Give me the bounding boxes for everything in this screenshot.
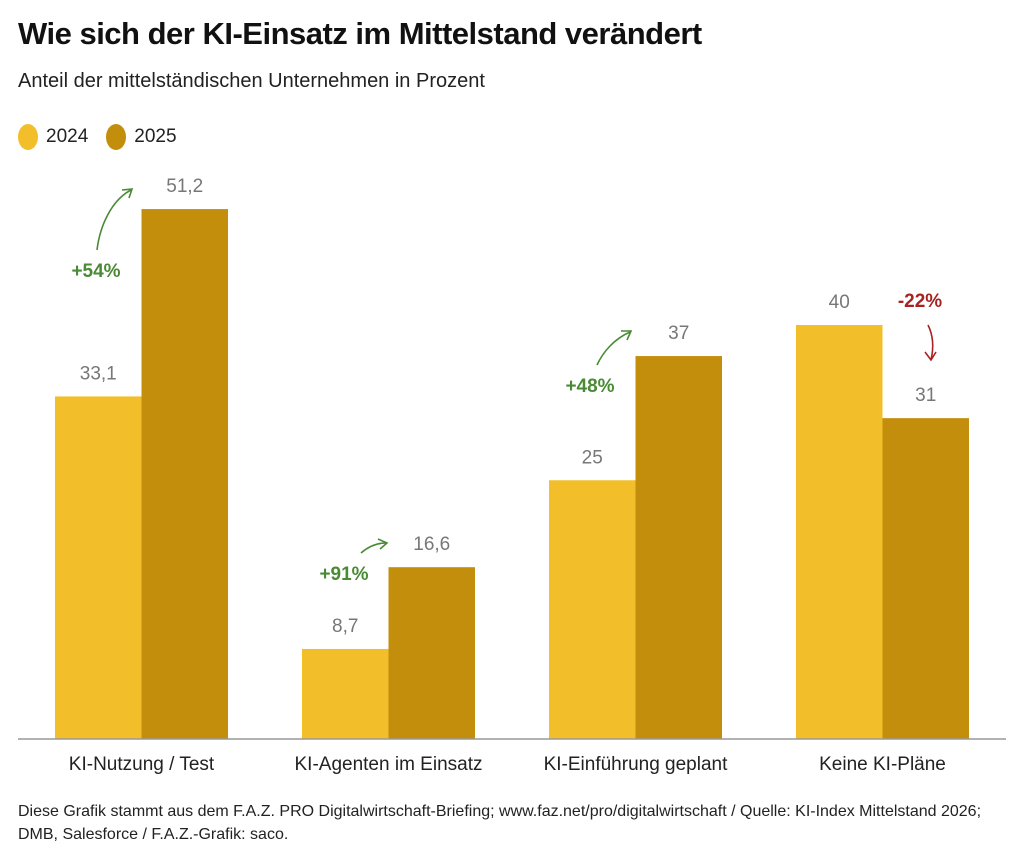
- x-tick-label: KI-Nutzung / Test: [69, 754, 215, 775]
- x-tick-label: KI-Agenten im Einsatz: [295, 754, 483, 775]
- change-annotation: +54%: [71, 261, 120, 282]
- bar-2025: [882, 418, 969, 739]
- change-annotation: +91%: [319, 564, 368, 585]
- legend-item-2024: 2024: [18, 124, 88, 150]
- bar-2025: [388, 567, 475, 739]
- arrow-up-icon: [360, 542, 387, 554]
- bar-2025: [635, 356, 722, 739]
- arrow-down-icon: [927, 324, 934, 361]
- legend-swatch-2025: [106, 124, 127, 150]
- arrowhead-icon: [621, 330, 633, 341]
- arrowhead-icon: [121, 188, 134, 199]
- data-label: 31: [915, 385, 936, 406]
- arrowhead-icon: [377, 538, 389, 550]
- bar-2024: [549, 480, 636, 739]
- legend-swatch-2024: [18, 124, 38, 150]
- legend-item-2025: 2025: [106, 124, 177, 150]
- data-label: 33,1: [80, 363, 117, 384]
- arrowhead-icon: [924, 351, 937, 362]
- x-tick-label: KI-Einführung geplant: [544, 754, 729, 775]
- data-label: 51,2: [166, 176, 203, 197]
- source-footer: Diese Grafik stammt aus dem F.A.Z. PRO D…: [18, 803, 982, 843]
- data-label: 16,6: [413, 534, 450, 555]
- bar-2024: [302, 648, 389, 739]
- legend: 2024 2025: [18, 124, 195, 150]
- bar-2024: [796, 325, 883, 739]
- data-label: 40: [829, 292, 850, 313]
- arrow-up-icon: [596, 331, 631, 366]
- legend-label-2024: 2024: [46, 126, 89, 147]
- data-label: 25: [582, 447, 603, 468]
- change-annotation: -22%: [898, 291, 942, 312]
- x-tick-label: Keine KI-Pläne: [819, 754, 946, 775]
- chart-subtitle: Anteil der mittelständischen Unternehmen…: [18, 70, 485, 92]
- legend-label-2025: 2025: [134, 126, 177, 147]
- bar-2025: [141, 209, 228, 739]
- bar-2024: [55, 396, 142, 739]
- data-label: 8,7: [332, 616, 358, 637]
- change-annotation: +48%: [565, 376, 614, 397]
- arrow-up-icon: [96, 189, 132, 251]
- data-label: 37: [668, 323, 689, 344]
- chart-title: Wie sich der KI-Einsatz im Mittelstand v…: [18, 16, 702, 51]
